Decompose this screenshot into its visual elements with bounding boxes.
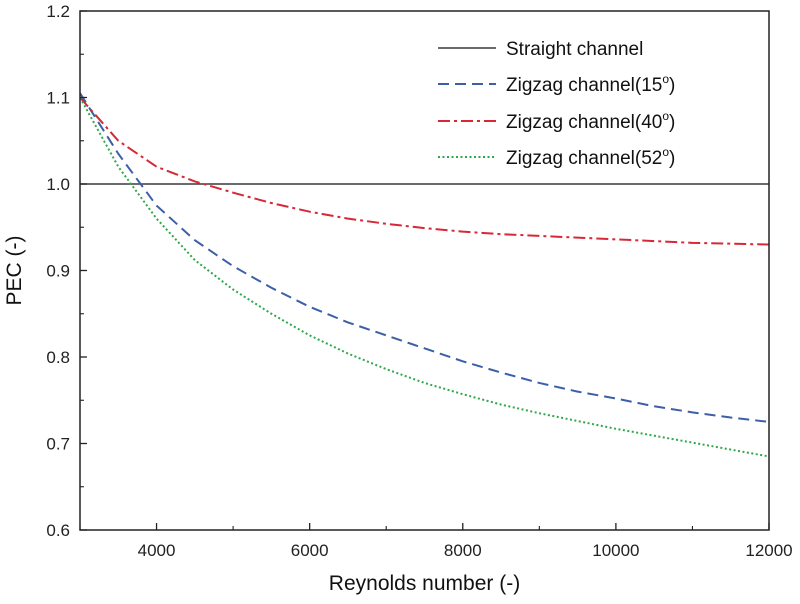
legend-label-2: Zigzag channel(40o) bbox=[506, 109, 675, 133]
legend-label-text: Zigzag channel(15 bbox=[506, 75, 662, 96]
y-tick-label-1.2: 1.2 bbox=[46, 2, 70, 21]
legend-label-degree: o bbox=[662, 72, 669, 86]
legend-label-suffix: ) bbox=[669, 75, 675, 96]
legend-label-text: Straight channel bbox=[506, 39, 643, 60]
x-tick-label-8000: 8000 bbox=[444, 541, 482, 560]
y-tick-label-1.1: 1.1 bbox=[46, 89, 70, 108]
legend-label-text: Zigzag channel(40 bbox=[506, 112, 662, 133]
legend-label-suffix: ) bbox=[669, 112, 675, 133]
y-axis-title: PEC (-) bbox=[3, 236, 26, 306]
legend-label-3: Zigzag channel(52o) bbox=[506, 145, 675, 169]
y-tick-label-0.7: 0.7 bbox=[46, 435, 70, 454]
legend-label-degree: o bbox=[662, 109, 669, 123]
legend-label-1: Zigzag channel(15o) bbox=[506, 72, 675, 96]
y-tick-label-0.9: 0.9 bbox=[46, 262, 70, 281]
x-tick-label-6000: 6000 bbox=[291, 541, 329, 560]
legend-label-0: Straight channel bbox=[506, 39, 643, 60]
x-tick-label-10000: 10000 bbox=[592, 541, 639, 560]
plot-frame bbox=[79, 10, 770, 531]
series-line-2 bbox=[80, 96, 769, 246]
legend-label-text: Zigzag channel(52 bbox=[506, 148, 662, 169]
x-tick-label-4000: 4000 bbox=[138, 541, 176, 560]
legend-label-degree: o bbox=[662, 145, 669, 159]
series-line-3 bbox=[80, 97, 769, 458]
y-tick-label-1.0: 1.0 bbox=[46, 175, 70, 194]
x-axis-title: Reynolds number (-) bbox=[329, 572, 520, 595]
legend-label-suffix: ) bbox=[669, 148, 675, 169]
ticks-layer: 4000 6000 8000 10000 12000 0.6 0.7 0.8 0.9 1.0 1.1… bbox=[46, 2, 792, 560]
y-tick-label-0.8: 0.8 bbox=[46, 348, 70, 367]
y-tick-label-0.6: 0.6 bbox=[46, 521, 70, 540]
x-tick-label-12000: 12000 bbox=[745, 541, 792, 560]
series-layer bbox=[80, 92, 769, 458]
series-line-1 bbox=[80, 92, 769, 423]
